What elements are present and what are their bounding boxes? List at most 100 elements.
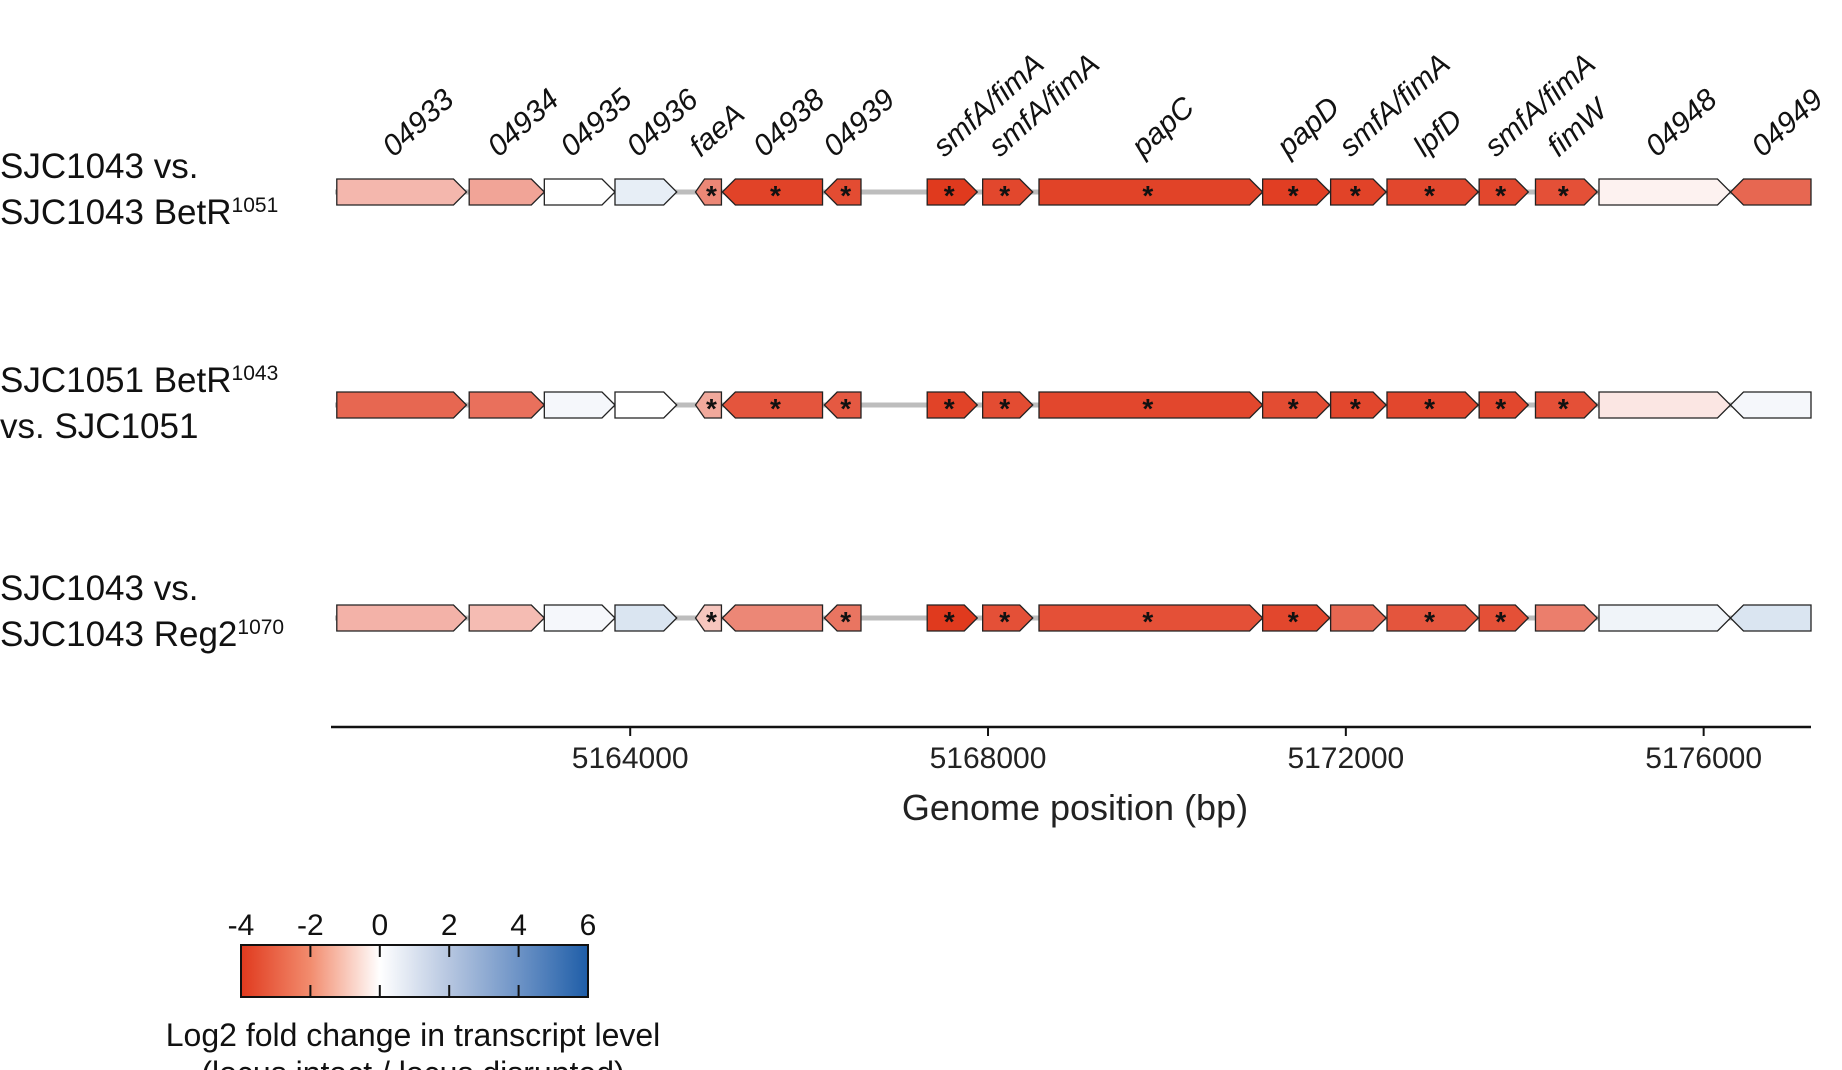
gene-arrow xyxy=(1534,178,1599,206)
significance-star: * xyxy=(1350,393,1361,424)
gene-arrow xyxy=(1038,604,1264,632)
x-tick-label: 5176000 xyxy=(1645,742,1762,775)
gene-label: 04934 xyxy=(481,83,565,163)
gene-arrow xyxy=(614,604,678,632)
row-label-3-line1: SJC1043 vs. xyxy=(0,569,199,608)
significance-star: * xyxy=(770,180,781,211)
gene-arrow xyxy=(468,604,546,632)
gene-arrow xyxy=(721,391,824,419)
gene-arrow xyxy=(468,391,546,419)
row-label-3-sup: 1070 xyxy=(237,616,285,639)
significance-star: * xyxy=(1288,393,1299,424)
row-label-3-line2: SJC1043 Reg21070 xyxy=(0,615,285,654)
colorbar-gradient xyxy=(240,944,589,998)
gene-arrow xyxy=(694,178,723,206)
gene-arrow xyxy=(1329,604,1388,632)
gene-label: 04948 xyxy=(1639,83,1723,164)
gene-arrow xyxy=(982,604,1034,632)
track-row: * * * * * * * * xyxy=(335,604,1812,637)
gene-label: 04933 xyxy=(376,83,460,164)
gene-arrow xyxy=(1386,391,1480,419)
significance-star: * xyxy=(706,606,717,637)
significance-star: * xyxy=(1350,180,1361,211)
significance-star: * xyxy=(1558,393,1569,424)
gene-label: papC xyxy=(1125,90,1201,163)
gene-arrow xyxy=(543,391,616,419)
gene-label: lpfD xyxy=(1407,103,1469,163)
gene-arrow xyxy=(1038,178,1264,206)
significance-star: * xyxy=(1424,606,1435,637)
gene-arrow xyxy=(721,178,824,206)
gene-arrow xyxy=(1534,391,1599,419)
colorbar-tick-label: 2 xyxy=(441,909,458,942)
significance-star: * xyxy=(1495,180,1506,211)
gene-label: 04949 xyxy=(1745,83,1829,164)
significance-star: * xyxy=(840,606,851,637)
gene-arrow xyxy=(1478,391,1530,419)
gene-arrow xyxy=(1261,178,1331,206)
significance-star: * xyxy=(1142,393,1153,424)
x-tick-label: 5172000 xyxy=(1287,742,1404,775)
gene-arrow xyxy=(721,604,824,632)
gene-arrow xyxy=(1729,391,1812,419)
row-label-1-line2: SJC1043 BetR1051 xyxy=(0,193,279,232)
significance-star: * xyxy=(944,606,955,637)
gene-arrow xyxy=(1386,178,1480,206)
x-axis-label: Genome position (bp) xyxy=(902,787,1248,828)
gene-arrow xyxy=(1329,391,1388,419)
significance-star: * xyxy=(1424,180,1435,211)
gene-arrow xyxy=(982,178,1034,206)
significance-star: * xyxy=(1495,393,1506,424)
colorbar-ticks: -4 -2 0 2 4 6 xyxy=(228,909,597,997)
significance-star: * xyxy=(1142,180,1153,211)
gene-arrow xyxy=(694,604,723,632)
significance-star: * xyxy=(840,180,851,211)
significance-star: * xyxy=(1424,393,1435,424)
significance-star: * xyxy=(770,393,781,424)
significance-star: * xyxy=(840,393,851,424)
significance-star: * xyxy=(999,393,1010,424)
gene-arrow xyxy=(336,604,468,632)
colorbar-tick-label: 6 xyxy=(580,909,597,942)
x-tick-label: 5168000 xyxy=(930,742,1047,775)
gene-label: 04939 xyxy=(817,83,901,164)
gene-arrow xyxy=(1478,604,1530,632)
colorbar: -4 -2 0 2 4 6 Log2 fold change in transcript … xyxy=(166,909,661,1070)
gene-arrow xyxy=(1329,178,1388,206)
row-label-1-sup: 1051 xyxy=(231,194,279,217)
colorbar-label-line1: Log2 fold change in transcript level xyxy=(166,1017,661,1053)
row-label-2-line1: SJC1051 BetR1043 xyxy=(0,361,279,400)
significance-star: * xyxy=(706,393,717,424)
colorbar-tick-label: -2 xyxy=(297,909,324,942)
gene-arrow xyxy=(926,178,979,206)
row-label-2-sup: 1043 xyxy=(231,362,279,385)
gene-tracks: * * * * * * * * * * * * * * * * * * * * * * * * * * * * * * xyxy=(335,178,1812,637)
gene-label: 04936 xyxy=(620,83,704,164)
row-label-2-line2: vs. SJC1051 xyxy=(0,407,199,446)
gene-arrow xyxy=(1729,604,1812,632)
significance-star: * xyxy=(999,606,1010,637)
gene-arrow xyxy=(336,178,468,206)
track-row: * * * * * * * * * * * xyxy=(335,391,1812,424)
gene-arrow xyxy=(336,391,468,419)
gene-arrow xyxy=(1598,604,1732,632)
gene-label: 04938 xyxy=(747,83,831,164)
gene-label: 04935 xyxy=(554,83,638,164)
gene-arrow xyxy=(1386,604,1480,632)
row-label-1: SJC1043 vs. SJC1043 BetR1051 xyxy=(0,144,278,236)
gene-arrow xyxy=(543,604,616,632)
gene-arrow xyxy=(1478,178,1530,206)
gene-arrow xyxy=(1534,604,1599,632)
significance-star: * xyxy=(999,180,1010,211)
gene-arrow xyxy=(823,178,862,206)
significance-star: * xyxy=(944,393,955,424)
gene-arrow xyxy=(823,391,862,419)
gene-arrow xyxy=(1729,178,1812,206)
gene-arrow xyxy=(1598,391,1732,419)
gene-arrow xyxy=(926,391,979,419)
gene-arrow xyxy=(823,604,862,632)
gene-arrow xyxy=(614,178,678,206)
significance-star: * xyxy=(1558,180,1569,211)
